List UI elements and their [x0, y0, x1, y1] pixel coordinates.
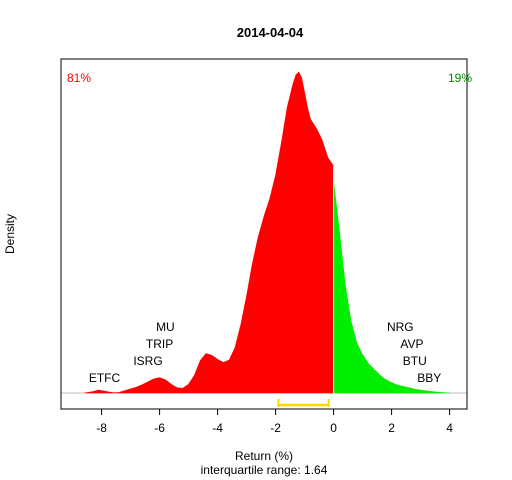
right-share-label: 19% [448, 71, 472, 85]
left-share-label: 81% [67, 71, 91, 85]
chart-title: 2014-04-04 [237, 25, 304, 40]
stock-label-nrg: NRG [387, 320, 414, 334]
x-tick-label: -4 [212, 421, 223, 435]
x-tick-label: 0 [330, 421, 337, 435]
density-area-negative [84, 71, 334, 394]
stock-label-trip: TRIP [146, 337, 173, 351]
x-tick-label: -2 [270, 421, 281, 435]
iqr-subtitle: interquartile range: 1.64 [201, 463, 328, 477]
stock-label-avp: AVP [400, 337, 423, 351]
stock-label-isrg: ISRG [133, 354, 162, 368]
x-tick-label: 2 [388, 421, 395, 435]
stock-label-bby: BBY [417, 371, 441, 385]
stock-label-etfc: ETFC [89, 371, 121, 385]
plot-area: MU TRIP ISRG ETFC NRG AVP BTU BBY [61, 71, 467, 407]
x-tick-label: -6 [154, 421, 165, 435]
x-axis-label: Return (%) [235, 449, 293, 463]
x-axis: -8 -6 -4 -2 0 2 4 [96, 409, 453, 435]
stock-label-mu: MU [156, 320, 175, 334]
density-area-positive [333, 180, 450, 394]
stock-label-btu: BTU [403, 354, 427, 368]
plot-border [60, 58, 468, 410]
x-tick-label: 4 [446, 421, 453, 435]
y-axis-label: Density [3, 214, 17, 254]
x-tick-label: -8 [96, 421, 107, 435]
